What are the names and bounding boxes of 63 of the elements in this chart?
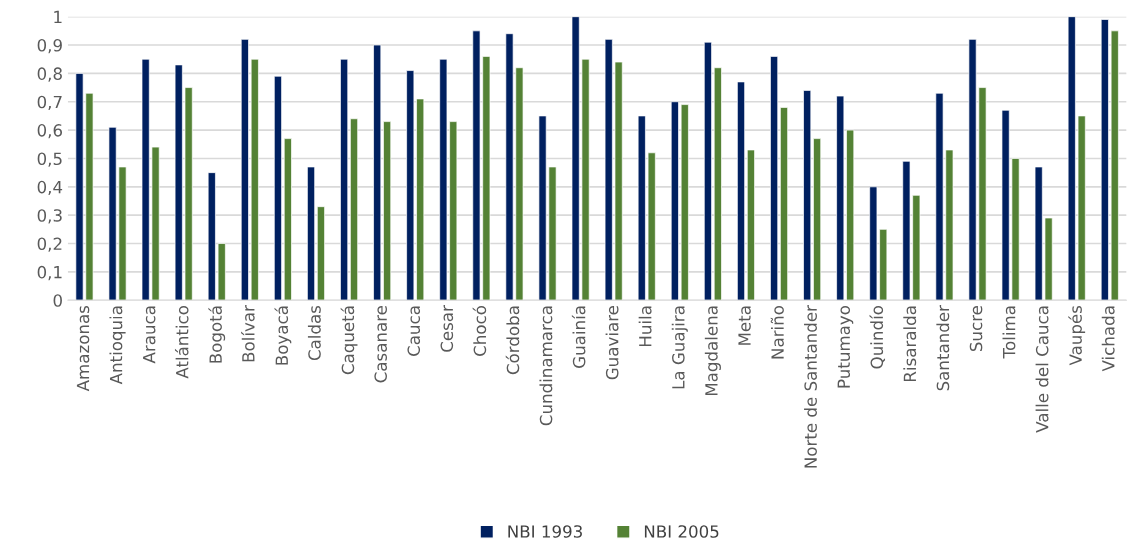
legend-label: NBI 2005 [644, 525, 719, 538]
bar [340, 58, 349, 301]
x-tick-label: Antioquia [109, 306, 126, 385]
x-tick-label: Casanare [374, 305, 387, 383]
x-tick-label: Cundinamarca [539, 306, 553, 426]
bar [307, 166, 316, 301]
x-tick-label: Nariño [770, 306, 784, 359]
y-tick-label: 0,5 [37, 152, 62, 167]
x-tick-label: Sucre [969, 305, 983, 352]
bar [770, 56, 779, 301]
x-tick-label: Valle del Cauca [1035, 306, 1049, 433]
legend-label: NBI 1993 [508, 525, 582, 538]
x-tick-label: Santander [936, 305, 950, 391]
x-tick-label: Bolívar [241, 305, 255, 362]
y-tick-label: 0,7 [37, 95, 62, 111]
bar [240, 39, 249, 301]
bar [813, 138, 822, 301]
y-tick-label: 0,8 [37, 67, 62, 82]
x-tick-label: Magdalena [704, 306, 721, 396]
x-tick-label: Bogotá [208, 306, 226, 363]
bar [803, 90, 812, 301]
x-tick-label: Vichada [1101, 306, 1115, 372]
x-tick-label: Putumayo [837, 306, 854, 388]
bar [383, 121, 392, 301]
bar [703, 41, 712, 301]
x-tick-label: Vaupés [1068, 305, 1086, 366]
x-tick-label: Chocó [472, 306, 487, 356]
x-tick-label: Huila [638, 306, 652, 347]
bar [746, 149, 755, 301]
x-tick-label: Tolima [1002, 306, 1016, 359]
bar [737, 81, 745, 301]
y-tick-label: 0,4 [37, 180, 63, 196]
bar [283, 138, 292, 301]
bar [250, 58, 259, 301]
y-tick-label: 0,3 [37, 209, 62, 224]
x-tick-label: Amazonas [76, 305, 90, 392]
x-tick-label: Risaralda [903, 306, 917, 382]
x-tick-label: Cesar [440, 305, 454, 352]
bar [780, 107, 788, 301]
x-tick-label: Guainía [571, 306, 586, 368]
x-tick-label: Meta [738, 306, 751, 345]
x-tick-label: Boyacá [274, 306, 292, 365]
x-tick-label: Caquetá [340, 306, 358, 375]
bar [373, 44, 382, 301]
bar [713, 67, 722, 301]
x-tick-label: Córdoba [505, 306, 520, 375]
x-tick-label: Arauca [143, 306, 156, 364]
y-tick-label: 0,9 [37, 39, 62, 54]
y-tick-label: 0,1 [37, 265, 62, 281]
bar [273, 75, 282, 301]
x-tick-label: Quindío [869, 306, 886, 369]
x-tick-label: Norte de Santander [804, 305, 817, 468]
x-tick-label: Atlántico [174, 306, 189, 379]
y-tick-label: 0 [53, 294, 62, 307]
x-tick-label: La Guajira [671, 306, 688, 389]
x-tick-label: Caldas [307, 305, 321, 361]
bar [350, 118, 359, 301]
bar [316, 206, 325, 301]
y-tick-label: 0,6 [37, 124, 63, 139]
x-tick-label: Guaviare [605, 305, 619, 380]
x-tick-label: Cauca [407, 306, 421, 356]
y-tick-label: 0,2 [37, 237, 62, 252]
y-tick-label: 1 [54, 10, 62, 24]
